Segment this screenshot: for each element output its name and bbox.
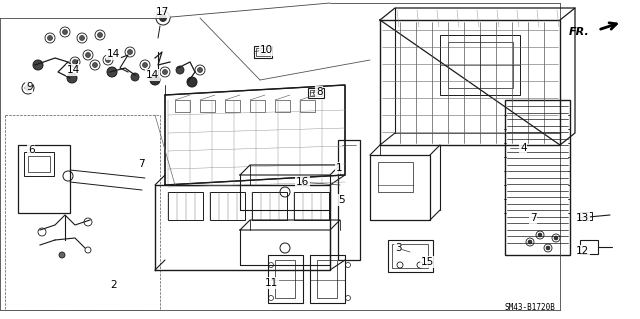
Bar [338, 140, 360, 260]
Text: 9: 9 [26, 82, 33, 92]
Bar [268, 255, 303, 303]
Text: 11: 11 [265, 278, 278, 288]
Text: 16: 16 [296, 177, 309, 187]
Circle shape [528, 240, 532, 244]
Circle shape [150, 75, 160, 85]
Circle shape [33, 60, 43, 70]
Text: 6: 6 [28, 145, 35, 155]
Circle shape [143, 63, 147, 68]
Bar [392, 244, 428, 268]
Circle shape [106, 57, 111, 63]
Bar [250, 100, 265, 112]
Text: 17: 17 [156, 7, 169, 17]
Bar [440, 35, 520, 95]
Bar [388, 240, 433, 272]
Circle shape [187, 77, 197, 87]
Circle shape [59, 252, 65, 258]
Bar [310, 255, 345, 303]
Bar [308, 88, 324, 98]
Circle shape [107, 67, 117, 77]
Bar [18, 145, 70, 213]
Text: SM43-B1720B: SM43-B1720B [504, 302, 556, 311]
Circle shape [67, 73, 77, 83]
Text: 15: 15 [421, 257, 435, 267]
Circle shape [127, 49, 132, 55]
Bar [275, 100, 290, 112]
Bar [168, 192, 203, 220]
Bar [254, 46, 272, 58]
Circle shape [86, 53, 90, 57]
Bar [317, 260, 337, 298]
Circle shape [159, 14, 166, 21]
Bar [256, 48, 270, 56]
Circle shape [93, 63, 97, 68]
Bar [275, 260, 295, 298]
Text: 14: 14 [107, 49, 120, 59]
Text: FR.: FR. [569, 27, 590, 37]
Bar [448, 42, 513, 88]
Text: 8: 8 [316, 87, 323, 97]
Circle shape [79, 35, 84, 41]
Bar [175, 100, 190, 112]
Circle shape [198, 68, 202, 72]
Circle shape [97, 33, 102, 38]
Circle shape [554, 236, 558, 240]
Text: 3: 3 [395, 243, 402, 253]
Circle shape [538, 233, 542, 237]
Text: 5: 5 [338, 195, 344, 205]
Text: 2: 2 [110, 280, 116, 290]
Bar [225, 100, 240, 112]
Bar [310, 90, 322, 96]
Circle shape [546, 246, 550, 250]
Circle shape [25, 85, 31, 91]
Circle shape [163, 70, 168, 75]
Bar [378, 162, 413, 192]
Circle shape [63, 29, 67, 34]
Text: 12: 12 [576, 246, 589, 256]
Text: 14: 14 [67, 65, 80, 75]
Bar [28, 156, 50, 172]
Text: 10: 10 [260, 45, 273, 55]
Circle shape [72, 60, 77, 64]
Text: 7: 7 [530, 213, 536, 223]
Bar [210, 192, 245, 220]
Bar [252, 192, 287, 220]
Bar [580, 240, 598, 254]
Text: 4: 4 [520, 143, 527, 153]
Bar [294, 192, 329, 220]
Text: 1: 1 [336, 163, 342, 173]
Text: 14: 14 [146, 70, 159, 80]
Bar [200, 100, 215, 112]
Text: 13: 13 [576, 213, 589, 223]
Circle shape [176, 66, 184, 74]
Circle shape [131, 73, 139, 81]
Bar [24, 152, 54, 176]
Bar [580, 212, 592, 220]
Bar [300, 100, 315, 112]
Circle shape [47, 35, 52, 41]
Text: 7: 7 [138, 159, 145, 169]
Bar [505, 100, 570, 255]
